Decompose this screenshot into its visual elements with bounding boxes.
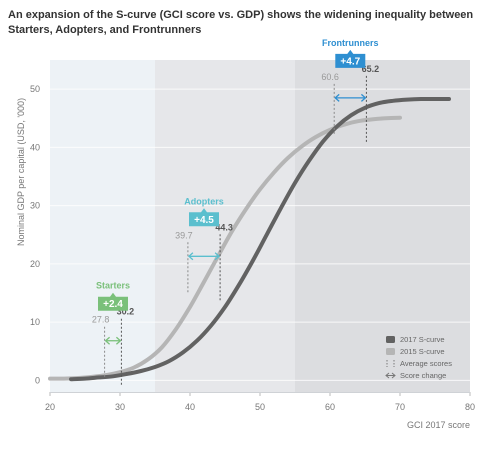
score-2017-label: 65.2 [362,64,380,74]
arrow-head-left [334,93,340,102]
zone-band-0 [50,60,155,392]
x-tick-label: 20 [45,402,55,412]
legend-label: 2015 S-curve [400,347,445,356]
group-annotations: 27.8 30.2+2.4 Starters 39.7 44.3+4.5 Adopters… [92,38,379,387]
change-badge [98,292,128,311]
legend-item-2: Average scores [386,359,452,368]
legend-label: 2017 S-curve [400,335,445,344]
change-badge [335,49,366,68]
change-badge-label: +4.7 [340,56,360,67]
legend-item-0: 2017 S-curve [386,335,445,344]
score-2017-label: 44.3 [215,222,233,232]
arrow-head-right [214,252,221,261]
group-name-label: Frontrunners [322,38,379,48]
legend-label: Score change [400,371,446,380]
change-badge-label: +4.5 [194,215,214,226]
legend-item-3: Score change [385,371,446,380]
x-tick-label: 70 [395,402,405,412]
y-tick-label: 40 [30,142,40,152]
series-lines [48,96,451,382]
x-tick-label: 60 [325,402,335,412]
chart-title: An expansion of the S-curve (GCI score v… [8,9,474,36]
legend-label: Average scores [400,359,452,368]
group-frontrunners: 60.6 65.2+4.7 Frontrunners [321,38,379,144]
x-tick-label: 30 [115,402,125,412]
series-line-2017 [69,96,451,382]
x-tick-label: 80 [465,402,475,412]
legend-arrow-right [391,372,396,379]
legend-arrow-left [385,372,390,379]
legend-swatch [386,336,395,343]
x-tick-label: 50 [255,402,265,412]
change-badge [189,208,219,227]
arrow-head-left [104,336,111,345]
score-2015-label: 60.6 [321,72,339,82]
legend: 2017 S-curve 2015 S-curve Average scores Sc… [385,335,452,380]
zone-backgrounds [50,60,470,392]
score-2015-label: 27.8 [92,315,110,325]
y-tick-label: 30 [30,201,40,211]
arrow-head-right [115,336,122,345]
score-2015-label: 39.7 [175,230,193,240]
group-name-label: Adopters [184,196,224,206]
y-tick-label: 10 [30,317,40,327]
y-tick-label: 20 [30,259,40,269]
axis-ticks: 0 10 20 30 40 50 20 30 40 50 60 70 80 [30,84,475,412]
arrow-head-right [360,93,367,102]
arrow-head-left [187,252,194,261]
group-adopters: 39.7 44.3+4.5 Adopters [175,196,233,303]
group-starters: 27.8 30.2+2.4 Starters [92,281,134,387]
score-2017-label: 30.2 [117,307,135,317]
y-tick-label: 50 [30,84,40,94]
x-axis-label: GCI 2017 score [407,420,470,430]
y-axis-label: Nominal GDP per capital (USD, '000) [16,98,26,246]
zone-band-2 [295,60,470,392]
y-tick-label: 0 [35,375,40,385]
change-badge-label: +2.4 [103,299,123,310]
x-tick-label: 40 [185,402,195,412]
grid [50,88,470,381]
legend-item-1: 2015 S-curve [386,347,445,356]
group-name-label: Starters [96,281,130,291]
legend-swatch [386,348,395,355]
